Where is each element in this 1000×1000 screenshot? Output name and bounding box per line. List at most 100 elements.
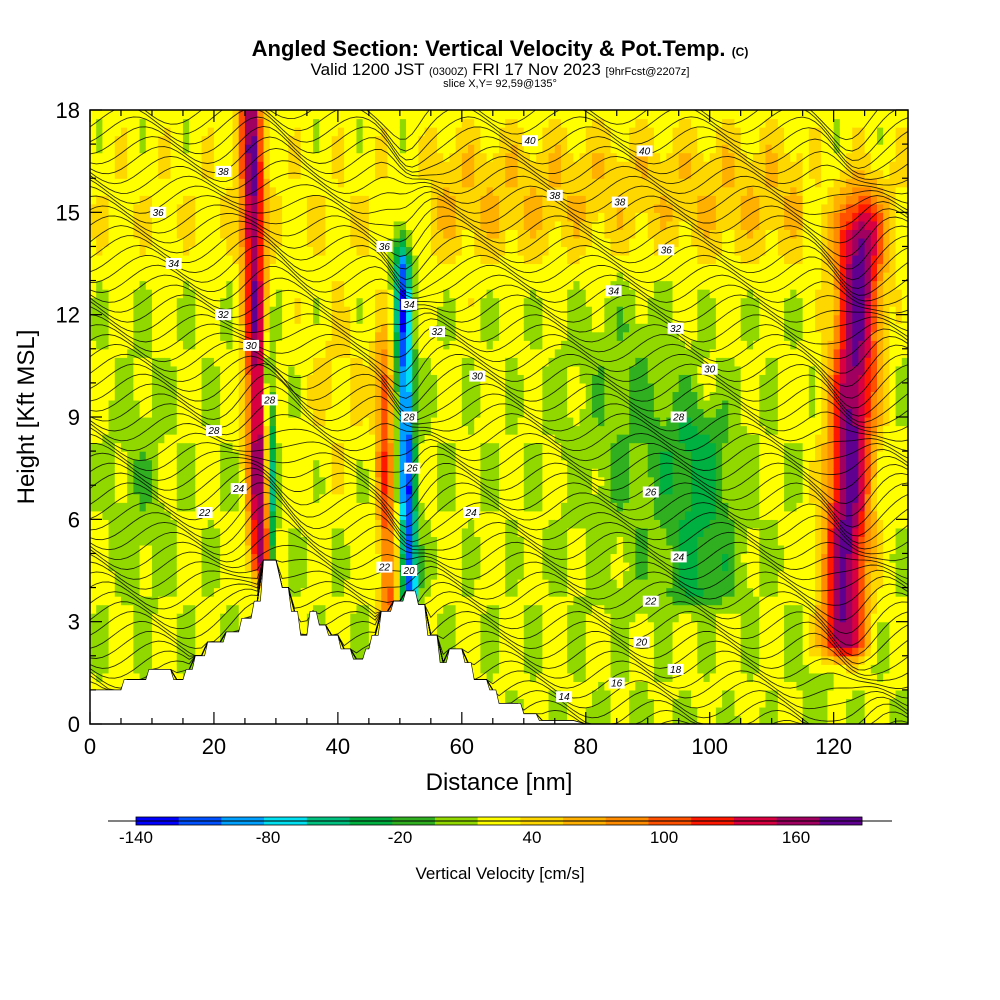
velocity-cell xyxy=(337,254,345,265)
velocity-cell xyxy=(424,246,432,256)
velocity-cell xyxy=(90,263,97,273)
velocity-cell xyxy=(189,493,196,503)
velocity-cell xyxy=(412,254,420,265)
velocity-cell xyxy=(505,203,512,213)
velocity-cell xyxy=(418,553,426,563)
velocity-cell xyxy=(344,135,351,145)
velocity-cell xyxy=(189,417,196,427)
velocity-cell xyxy=(430,434,438,444)
velocity-cell xyxy=(182,434,190,444)
velocity-cell xyxy=(350,118,358,128)
velocity-cell xyxy=(480,382,488,393)
velocity-cell xyxy=(362,536,370,546)
velocity-cell xyxy=(344,144,351,154)
velocity-cell xyxy=(437,144,444,154)
velocity-cell xyxy=(443,561,451,572)
velocity-cell xyxy=(486,604,494,614)
velocity-cell xyxy=(257,272,265,282)
velocity-cell xyxy=(344,297,351,307)
velocity-cell xyxy=(288,229,296,239)
velocity-cell xyxy=(486,544,494,555)
velocity-cell xyxy=(226,493,234,503)
velocity-cell xyxy=(344,613,351,623)
velocity-cell xyxy=(306,510,314,520)
velocity-cell xyxy=(139,314,147,324)
velocity-cell xyxy=(182,647,190,657)
velocity-cell xyxy=(505,689,512,700)
velocity-cell xyxy=(251,357,258,367)
velocity-cell xyxy=(418,442,426,452)
velocity-cell xyxy=(331,391,339,401)
velocity-cell xyxy=(511,229,519,239)
velocity-cell xyxy=(170,425,178,435)
velocity-cell xyxy=(300,561,308,572)
velocity-cell xyxy=(437,604,444,614)
velocity-cell xyxy=(102,561,110,572)
velocity-cell xyxy=(325,596,333,606)
velocity-cell xyxy=(127,331,134,341)
velocity-cell xyxy=(244,306,252,316)
velocity-cell xyxy=(387,365,395,375)
velocity-cell xyxy=(182,135,190,145)
velocity-cell xyxy=(306,587,314,597)
velocity-cell xyxy=(232,306,240,316)
velocity-cell xyxy=(455,604,463,614)
velocity-cell xyxy=(505,186,512,196)
velocity-cell xyxy=(275,417,283,427)
velocity-cell xyxy=(499,161,506,171)
velocity-cell xyxy=(189,553,196,563)
velocity-cell xyxy=(511,655,519,665)
velocity-cell xyxy=(486,596,494,606)
velocity-cell xyxy=(418,459,426,469)
velocity-cell xyxy=(486,135,494,145)
velocity-cell xyxy=(474,144,482,154)
velocity-cell xyxy=(275,254,283,265)
velocity-cell xyxy=(387,468,395,478)
velocity-cell xyxy=(468,417,475,427)
velocity-cell xyxy=(127,186,134,196)
velocity-cell xyxy=(213,561,221,572)
velocity-cell xyxy=(269,442,277,452)
velocity-cell xyxy=(319,127,327,137)
velocity-cell xyxy=(480,178,488,188)
velocity-cell xyxy=(387,425,395,435)
velocity-cell xyxy=(455,289,463,299)
velocity-cell xyxy=(424,459,432,469)
velocity-cell xyxy=(220,144,227,154)
velocity-cell xyxy=(133,127,141,137)
velocity-cell xyxy=(381,340,389,350)
velocity-cell xyxy=(406,314,413,324)
velocity-cell xyxy=(486,382,494,393)
velocity-cell xyxy=(350,144,358,154)
velocity-cell xyxy=(517,698,525,708)
velocity-cell xyxy=(145,613,153,623)
velocity-cell xyxy=(381,408,389,418)
velocity-cell xyxy=(406,195,413,205)
velocity-cell xyxy=(375,459,382,469)
velocity-cell xyxy=(517,681,525,691)
velocity-cell xyxy=(288,323,296,333)
velocity-cell xyxy=(114,527,122,537)
velocity-cell xyxy=(399,434,407,444)
velocity-cell xyxy=(468,357,475,367)
velocity-cell xyxy=(244,425,252,435)
velocity-cell xyxy=(145,220,153,230)
velocity-cell xyxy=(368,596,376,606)
velocity-cell xyxy=(108,510,116,520)
velocity-cell xyxy=(182,382,190,393)
velocity-cell xyxy=(350,263,358,273)
velocity-cell xyxy=(213,203,221,213)
velocity-cell xyxy=(461,220,469,230)
velocity-cell xyxy=(108,408,116,418)
velocity-cell xyxy=(331,408,339,418)
velocity-cell xyxy=(418,357,426,367)
velocity-cell xyxy=(393,272,401,282)
velocity-cell xyxy=(331,263,339,273)
velocity-cell xyxy=(195,391,203,401)
velocity-cell xyxy=(263,544,271,555)
velocity-cell xyxy=(461,425,469,435)
velocity-cell xyxy=(201,280,209,290)
velocity-cell xyxy=(201,621,209,631)
velocity-cell xyxy=(393,254,401,265)
velocity-cell xyxy=(486,263,494,273)
